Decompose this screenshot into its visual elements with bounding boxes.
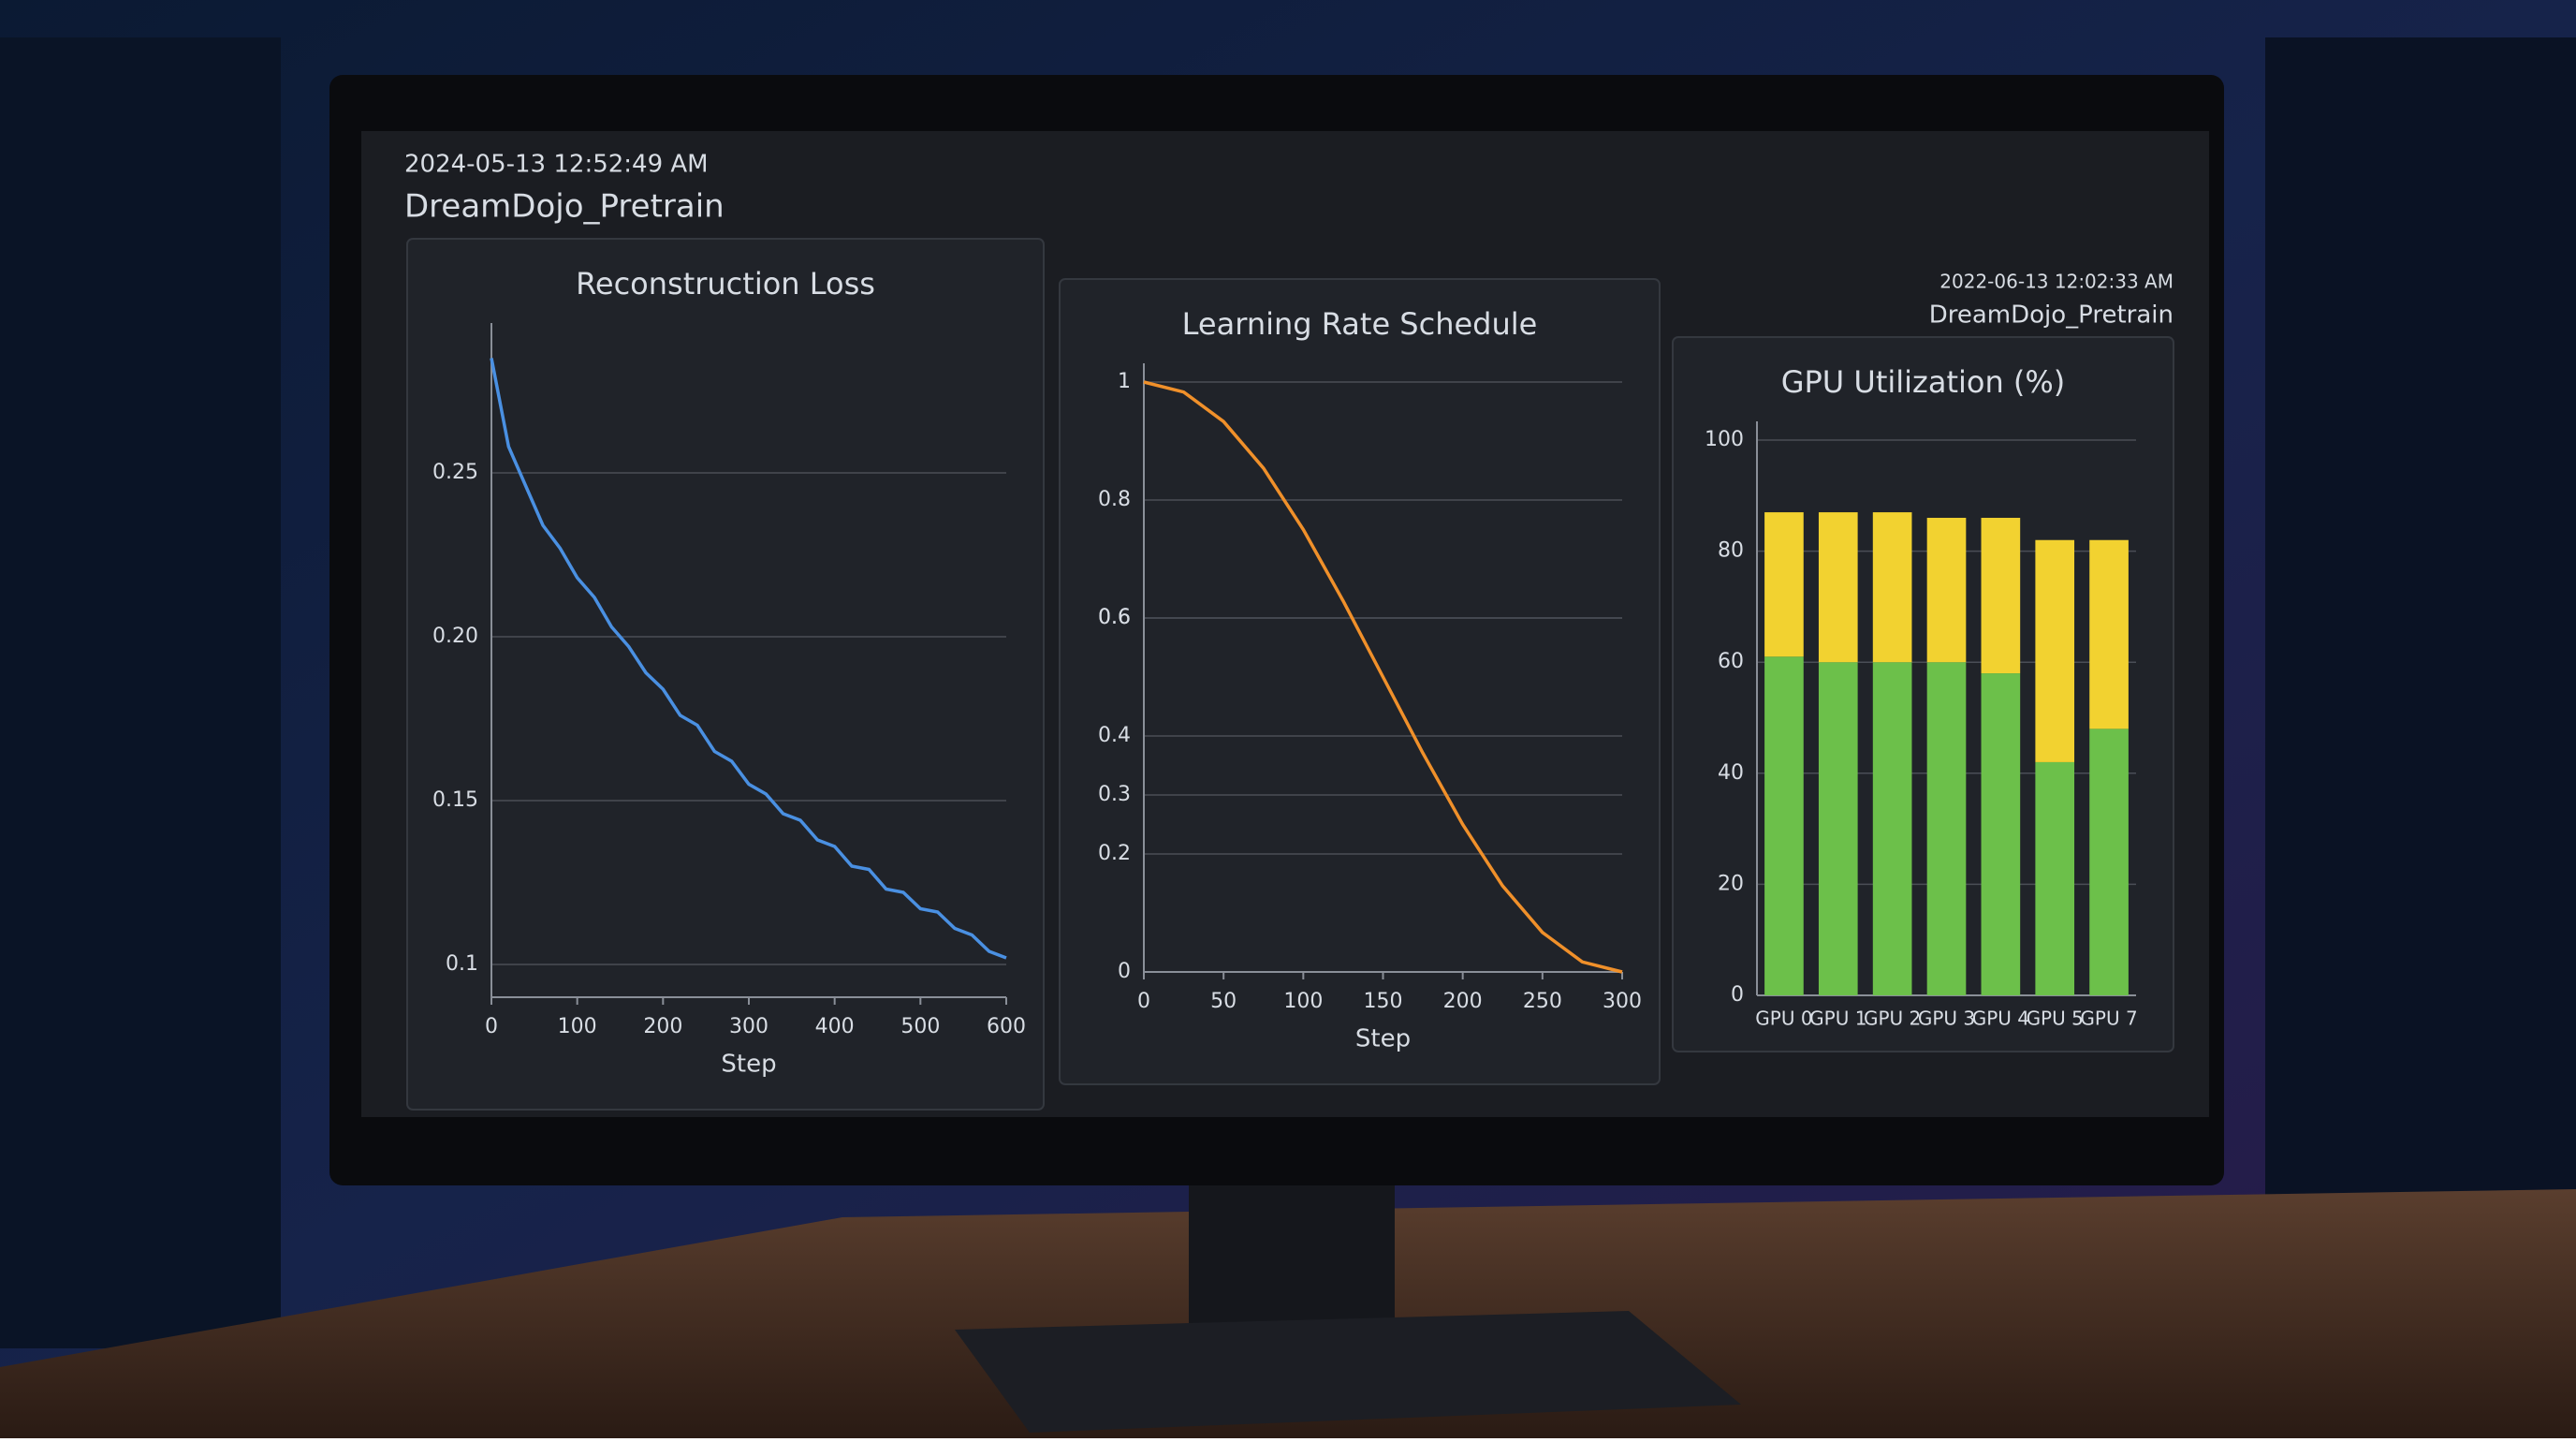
y-tick-label: 20 (1718, 872, 1744, 895)
panel (406, 238, 1045, 1111)
y-tick-label: 0.6 (1098, 606, 1131, 629)
x-tick-label: 0 (485, 1015, 498, 1038)
chart-title: GPU Utilization (%) (1781, 364, 2066, 400)
x-tick-label: 600 (987, 1015, 1026, 1038)
run-title: DreamDojo_Pretrain (404, 188, 724, 226)
x-tick-label: 0 (1137, 990, 1150, 1013)
y-tick-label: 0.2 (1098, 842, 1131, 865)
y-tick-label: 1 (1118, 370, 1131, 393)
x-tick-label: GPU 2 (1864, 1008, 1921, 1030)
y-tick-label: 0.20 (432, 625, 478, 648)
bar-segment (2035, 761, 2075, 995)
y-tick-label: 0.4 (1098, 724, 1131, 747)
x-tick-label: 200 (1443, 990, 1483, 1013)
bar-segment (1818, 662, 1858, 995)
x-tick-label: GPU 4 (1972, 1008, 2029, 1030)
bar-segment (1872, 512, 1912, 663)
x-tick-label: 400 (815, 1015, 855, 1038)
x-tick-label: 100 (1283, 990, 1323, 1013)
y-tick-label: 0.6 (1098, 606, 1131, 629)
x-tick-label: 200 (643, 1015, 682, 1038)
bar-segment (2035, 539, 2075, 762)
line-series (490, 358, 1007, 960)
timestamp: 2024-05-13 12:52:49 AM (404, 151, 709, 179)
x-axis-label: Step (721, 1051, 776, 1079)
y-tick-label: 0.1 (446, 952, 478, 976)
server-rack (0, 37, 281, 1348)
panel (1059, 278, 1661, 1085)
y-tick-label: 0 (1731, 983, 1744, 1007)
chart-title: Reconstruction Loss (576, 266, 875, 302)
x-tick-label: 500 (900, 1015, 940, 1038)
x-tick-label: 250 (1523, 990, 1562, 1013)
bar-segment (2089, 728, 2129, 995)
x-tick-label: GPU 0 (1755, 1008, 1812, 1030)
y-tick-label: 40 (1718, 761, 1744, 785)
overlay-timestamp: 2022-06-13 12:02:33 AM (1939, 271, 2174, 293)
x-axis-label: Step (1355, 1025, 1411, 1053)
y-tick-label: 60 (1718, 650, 1744, 673)
bar-segment (1818, 512, 1858, 663)
x-tick-label: GPU 3 (1918, 1008, 1975, 1030)
y-tick-label: 0.8 (1098, 488, 1131, 511)
overlay-title: DreamDojo_Pretrain (1929, 302, 2174, 330)
bar-segment (1926, 662, 1967, 995)
x-tick-label: GPU 1 (1809, 1008, 1866, 1030)
x-tick-label: 150 (1364, 990, 1403, 1013)
line-series (1143, 380, 1623, 974)
bar-segment (1981, 673, 2021, 995)
bar-segment (1926, 518, 1967, 663)
x-tick-label: 300 (729, 1015, 768, 1038)
x-tick-label: 50 (1210, 990, 1237, 1013)
x-tick-label: 300 (1603, 990, 1642, 1013)
y-tick-label: 0.25 (432, 461, 478, 484)
bar-segment (1764, 656, 1804, 995)
bar-segment (1872, 662, 1912, 995)
y-tick-label: 0.15 (432, 788, 478, 812)
monitor-base (955, 1311, 1741, 1433)
y-tick-label: 0.3 (1098, 783, 1131, 806)
x-tick-label: GPU 7 (2080, 1008, 2137, 1030)
y-tick-label: 80 (1718, 539, 1744, 563)
bar-segment (1981, 518, 2021, 674)
server-rack (2265, 37, 2576, 1255)
y-tick-label: 0 (1118, 960, 1131, 983)
y-tick-label: 100 (1705, 428, 1744, 451)
x-tick-label: GPU 5 (2027, 1008, 2084, 1030)
chart-title: Learning Rate Schedule (1182, 306, 1538, 342)
bar-segment (1764, 512, 1804, 657)
bar-segment (2089, 539, 2129, 729)
x-tick-label: 100 (558, 1015, 597, 1038)
